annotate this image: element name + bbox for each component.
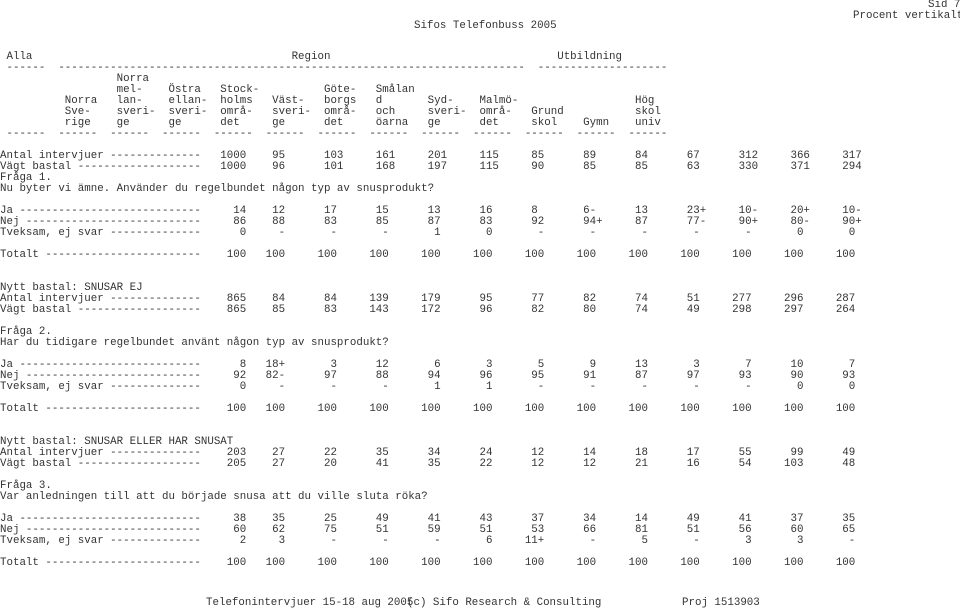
report-line: Ja ---------------------------- 38 35 25…: [0, 513, 856, 525]
report-line: Tveksam, ej svar -------------- 2 3 - - …: [0, 535, 856, 547]
report-line: Vägt bastal ------------------- 205 27 2…: [0, 458, 856, 470]
report-line: Ja ---------------------------- 14 12 17…: [0, 205, 862, 217]
report-line: [0, 470, 862, 481]
report-line: Norra: [0, 73, 150, 85]
report-line: Fråga 1.: [0, 172, 52, 184]
report-line: Tveksam, ej svar -------------- 0 - - - …: [0, 227, 856, 239]
report-line: Vägt bastal ------------------- 865 85 8…: [0, 304, 856, 316]
report-line: [0, 316, 862, 327]
report-line: Antal intervjuer -------------- 203 27 2…: [0, 447, 856, 459]
report-line: ------ ---------------------------------…: [0, 62, 668, 74]
report-line: rige ge ge det ge det öarna ge det skol …: [0, 117, 661, 129]
report-line: Antal intervjuer -------------- 1000 95 …: [0, 150, 862, 162]
percent-note: Procent vertikalt: [853, 10, 960, 22]
footer-method: Telefonintervjuer 15-18 aug 2005: [206, 597, 414, 609]
report-line: Sve- sveri- sveri- områ- sveri- områ- oc…: [0, 106, 661, 118]
report-line: Nej --------------------------- 86 88 83…: [0, 216, 862, 228]
report-line: Ja ---------------------------- 8 18+ 3 …: [0, 359, 856, 371]
report-line: ------ ------ ------ ------ ------ -----…: [0, 128, 668, 140]
report-line: mel- Östra Stock- Göte- Smålan: [0, 84, 415, 96]
page-number: Sid 7: [928, 0, 960, 11]
report-line: Fråga 2.: [0, 326, 52, 338]
report-title: Sifos Telefonbuss 2005: [414, 20, 557, 32]
report-line: Nej --------------------------- 92 82- 9…: [0, 370, 856, 382]
report-line: Norra lan- ellan- holms Väst- borgs d Sy…: [0, 95, 655, 107]
report-line: Vägt bastal ------------------- 1000 96 …: [0, 161, 862, 173]
report-line: Var anledningen till att du började snus…: [0, 491, 428, 503]
report-line: Nytt bastal: SNUSAR EJ: [0, 282, 143, 294]
report-line: [0, 261, 862, 272]
report-line: Alla Region Utbildning: [0, 51, 623, 63]
report-line: Antal intervjuer -------------- 865 84 8…: [0, 293, 856, 305]
report-line: Nej --------------------------- 60 62 75…: [0, 524, 856, 536]
footer-project: Proj 1513903: [682, 597, 760, 609]
report-line: [0, 415, 862, 426]
footer-copyright: (c) Sifo Research & Consulting: [407, 597, 602, 609]
report-line: Tveksam, ej svar -------------- 0 - - - …: [0, 381, 856, 393]
report-line: Nytt bastal: SNUSAR ELLER HAR SNUSAT: [0, 436, 234, 448]
report-line: Fråga 3.: [0, 480, 52, 492]
crosstab-table: Alla Region Utbildning ------ ----------…: [0, 52, 862, 569]
report-line: Nu byter vi ämne. Använder du regelbunde…: [0, 183, 435, 195]
report-line: Har du tidigare regelbundet använt någon…: [0, 337, 389, 349]
report-line: Totalt ------------------------ 100 100 …: [0, 403, 856, 415]
report-line: Totalt ------------------------ 100 100 …: [0, 557, 856, 569]
report-line: Totalt ------------------------ 100 100 …: [0, 249, 856, 261]
